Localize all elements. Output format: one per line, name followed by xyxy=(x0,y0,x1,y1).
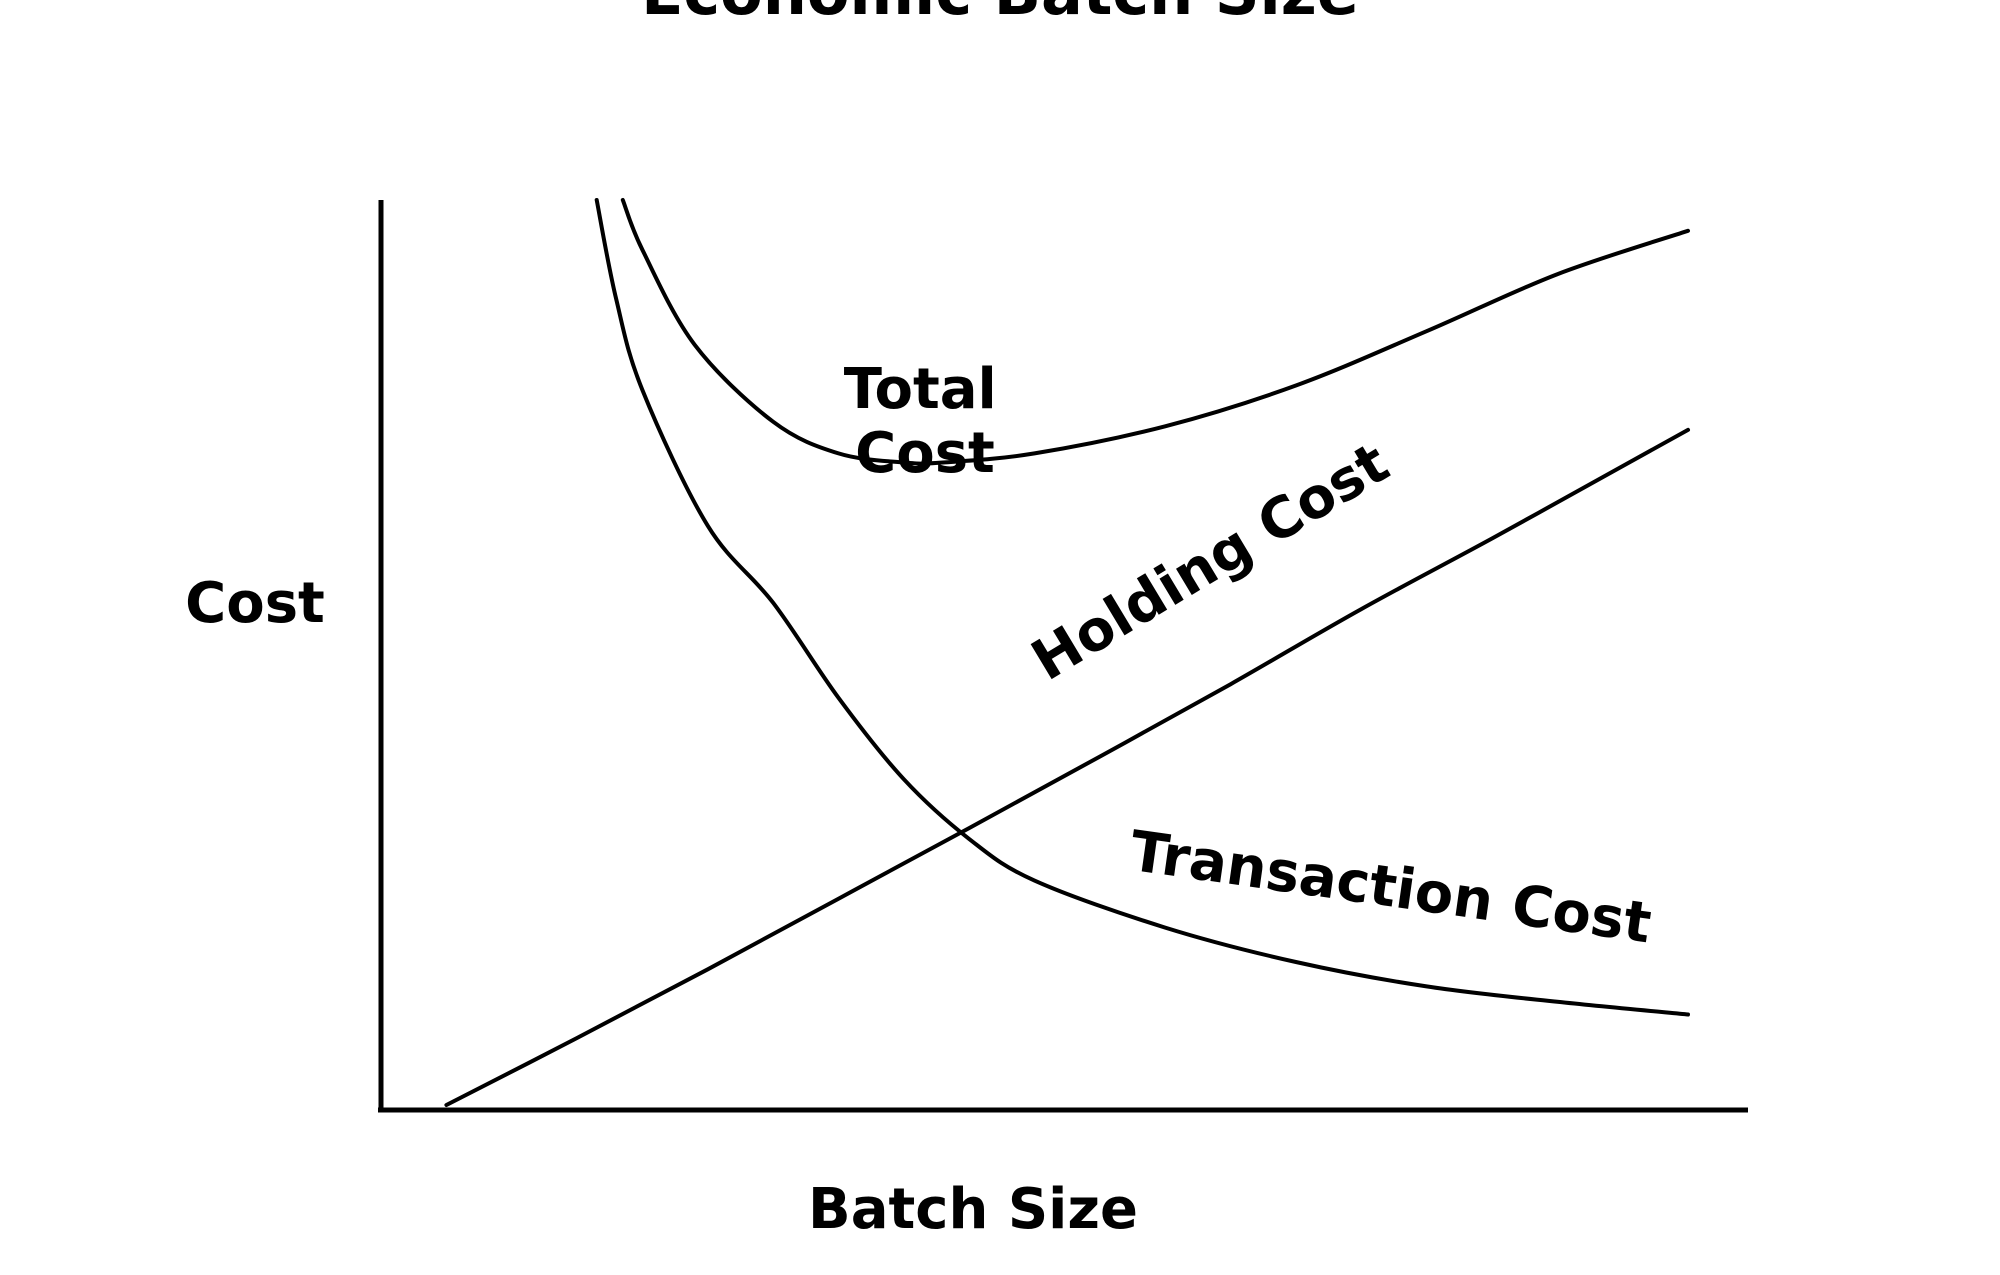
series-layer xyxy=(444,198,1690,1107)
axes xyxy=(378,200,1748,1113)
annotation-transaction-cost: Transaction Cost xyxy=(1126,819,1655,956)
series-line-transaction-cost xyxy=(594,198,1690,1017)
annotation-total-cost: Total Cost xyxy=(844,357,1017,486)
annotation-total-cost-word2: Cost xyxy=(855,421,995,486)
series-line-total-cost xyxy=(620,198,1690,466)
y-axis-label: Cost xyxy=(185,571,325,636)
annotation-layer: Total Cost Holding Cost Transaction Cost xyxy=(844,357,1655,956)
x-axis-label: Batch Size xyxy=(808,1177,1138,1242)
series-line-holding-cost xyxy=(444,427,1690,1107)
annotation-total-cost-word1: Total xyxy=(844,357,997,422)
chart-title: Economic Batch Size xyxy=(641,0,1359,29)
annotation-holding-cost: Holding Cost xyxy=(1021,431,1400,694)
